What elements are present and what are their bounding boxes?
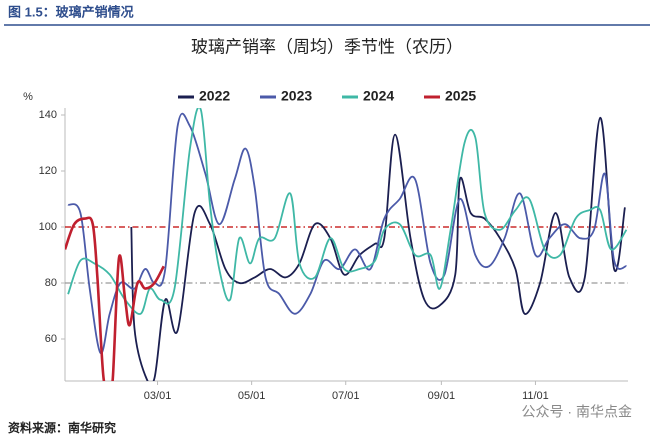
legend-label: 2022: [199, 88, 230, 104]
legend-label: 2023: [281, 88, 312, 104]
x-tick-label: 11/01: [522, 390, 549, 402]
legend-label: 2025: [445, 88, 476, 104]
x-tick-label: 07/01: [332, 390, 360, 402]
y-tick-label: 140: [39, 109, 57, 121]
watermark: 公众号 · 南华点金: [522, 404, 632, 420]
x-tick-label: 09/01: [428, 390, 456, 402]
chart-title: 玻璃产销率（周均）季节性（农历）: [191, 37, 463, 56]
x-tick-label: 05/01: [238, 390, 266, 402]
series-line: [130, 116, 626, 381]
y-tick-label: 60: [45, 333, 57, 345]
series-line: [67, 112, 627, 354]
y-tick-label: 100: [39, 221, 57, 233]
y-tick-label: 120: [39, 165, 57, 177]
legend-label: 2024: [363, 88, 394, 104]
y-axis-label: %: [23, 91, 33, 103]
series-line: [67, 108, 628, 315]
y-tick-label: 80: [45, 277, 57, 289]
source-note: 资料来源：南华研究: [8, 420, 116, 435]
plot-lines: [65, 108, 628, 381]
figure-header: 图 1.5：玻璃产销情况: [8, 4, 134, 19]
x-tick-label: 03/01: [144, 390, 172, 402]
series-line: [65, 216, 165, 381]
